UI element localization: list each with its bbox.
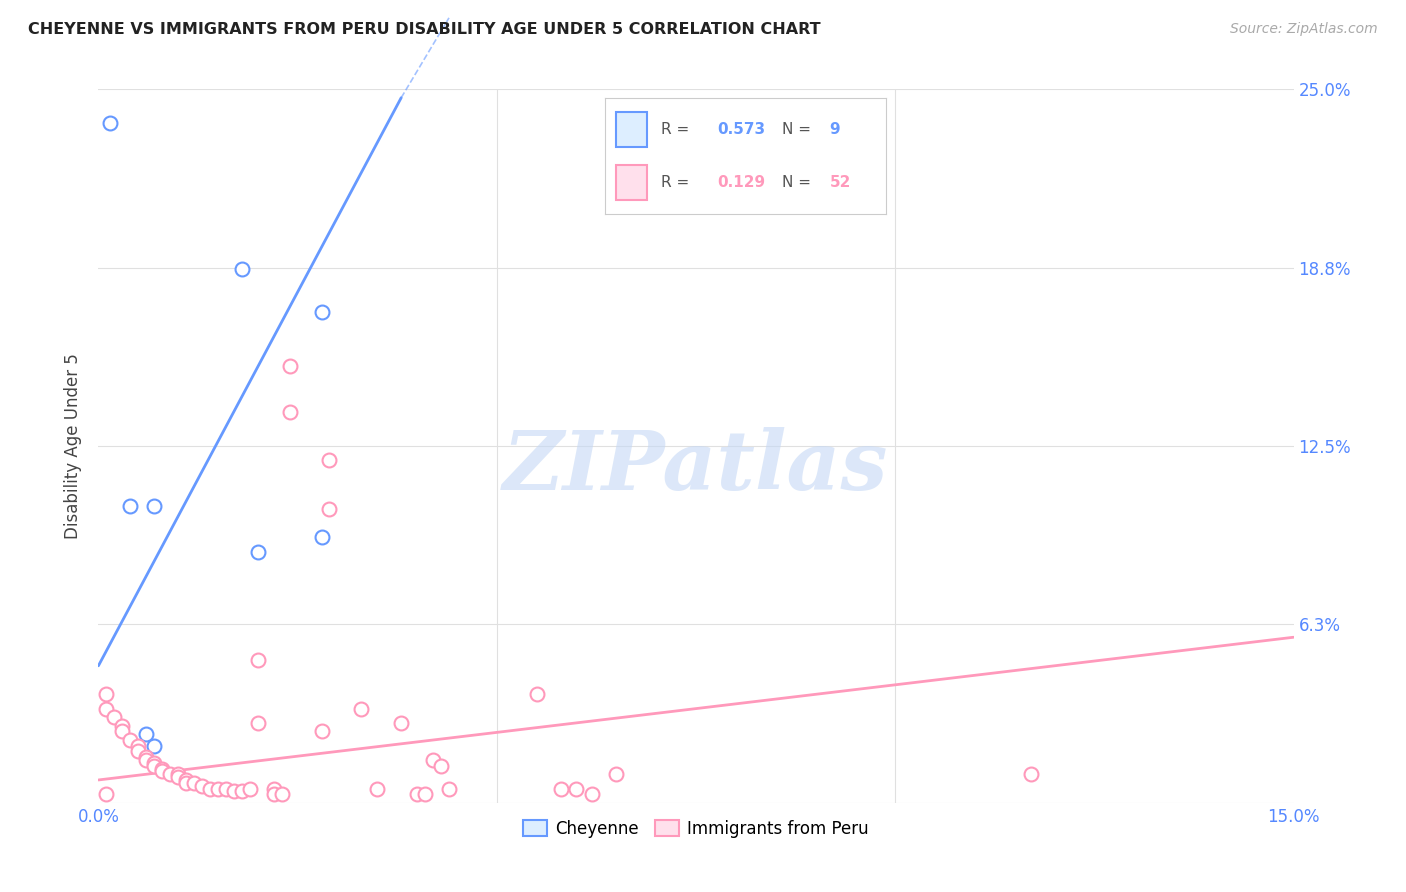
Point	[231, 784, 253, 798]
Point	[174, 772, 197, 787]
Point	[159, 767, 181, 781]
Point	[437, 781, 460, 796]
FancyBboxPatch shape	[616, 165, 647, 200]
Point	[135, 727, 157, 741]
Point	[135, 750, 157, 764]
Point	[350, 701, 373, 715]
Text: ZIPatlas: ZIPatlas	[503, 427, 889, 508]
Point	[311, 530, 333, 544]
Text: CHEYENNE VS IMMIGRANTS FROM PERU DISABILITY AGE UNDER 5 CORRELATION CHART: CHEYENNE VS IMMIGRANTS FROM PERU DISABIL…	[28, 22, 821, 37]
Point	[127, 744, 149, 758]
Point	[422, 753, 444, 767]
Point	[167, 767, 190, 781]
Text: 52: 52	[830, 175, 851, 190]
Point	[231, 262, 253, 277]
Point	[207, 781, 229, 796]
Point	[143, 756, 166, 770]
Point	[96, 701, 118, 715]
Point	[96, 787, 118, 801]
Point	[1019, 767, 1042, 781]
Point	[311, 305, 333, 319]
Point	[222, 784, 245, 798]
Point	[413, 787, 436, 801]
Point	[183, 776, 205, 790]
Point	[98, 116, 122, 130]
Text: N =: N =	[782, 122, 811, 137]
Point	[198, 781, 221, 796]
Point	[167, 770, 190, 784]
Point	[246, 653, 269, 667]
Point	[318, 501, 340, 516]
Point	[318, 453, 340, 467]
Point	[278, 359, 301, 373]
Point	[120, 733, 142, 747]
Point	[127, 739, 149, 753]
Point	[96, 687, 118, 701]
Point	[389, 715, 412, 730]
Point	[246, 544, 269, 558]
Point	[366, 781, 388, 796]
Point	[150, 762, 173, 776]
Text: 9: 9	[830, 122, 841, 137]
Point	[143, 739, 166, 753]
Text: R =: R =	[661, 122, 689, 137]
Point	[581, 787, 603, 801]
Point	[103, 710, 125, 724]
Point	[311, 724, 333, 739]
Point	[550, 781, 572, 796]
Point	[430, 758, 453, 772]
Point	[143, 499, 166, 513]
Text: N =: N =	[782, 175, 811, 190]
Point	[143, 758, 166, 772]
Y-axis label: Disability Age Under 5: Disability Age Under 5	[65, 353, 83, 539]
Point	[215, 781, 238, 796]
Point	[565, 781, 588, 796]
Text: R =: R =	[661, 175, 689, 190]
Point	[278, 405, 301, 419]
Point	[191, 779, 214, 793]
Text: 0.573: 0.573	[717, 122, 765, 137]
Point	[174, 776, 197, 790]
FancyBboxPatch shape	[616, 112, 647, 147]
Text: 0.129: 0.129	[717, 175, 765, 190]
Point	[150, 764, 173, 779]
Point	[239, 781, 262, 796]
Text: Source: ZipAtlas.com: Source: ZipAtlas.com	[1230, 22, 1378, 37]
Point	[135, 753, 157, 767]
Point	[246, 715, 269, 730]
Point	[270, 787, 292, 801]
Point	[526, 687, 548, 701]
Point	[263, 781, 285, 796]
Point	[111, 724, 134, 739]
Legend: Cheyenne, Immigrants from Peru: Cheyenne, Immigrants from Peru	[516, 814, 876, 845]
Point	[605, 767, 627, 781]
Point	[120, 499, 142, 513]
Point	[406, 787, 429, 801]
Point	[263, 787, 285, 801]
Point	[111, 719, 134, 733]
